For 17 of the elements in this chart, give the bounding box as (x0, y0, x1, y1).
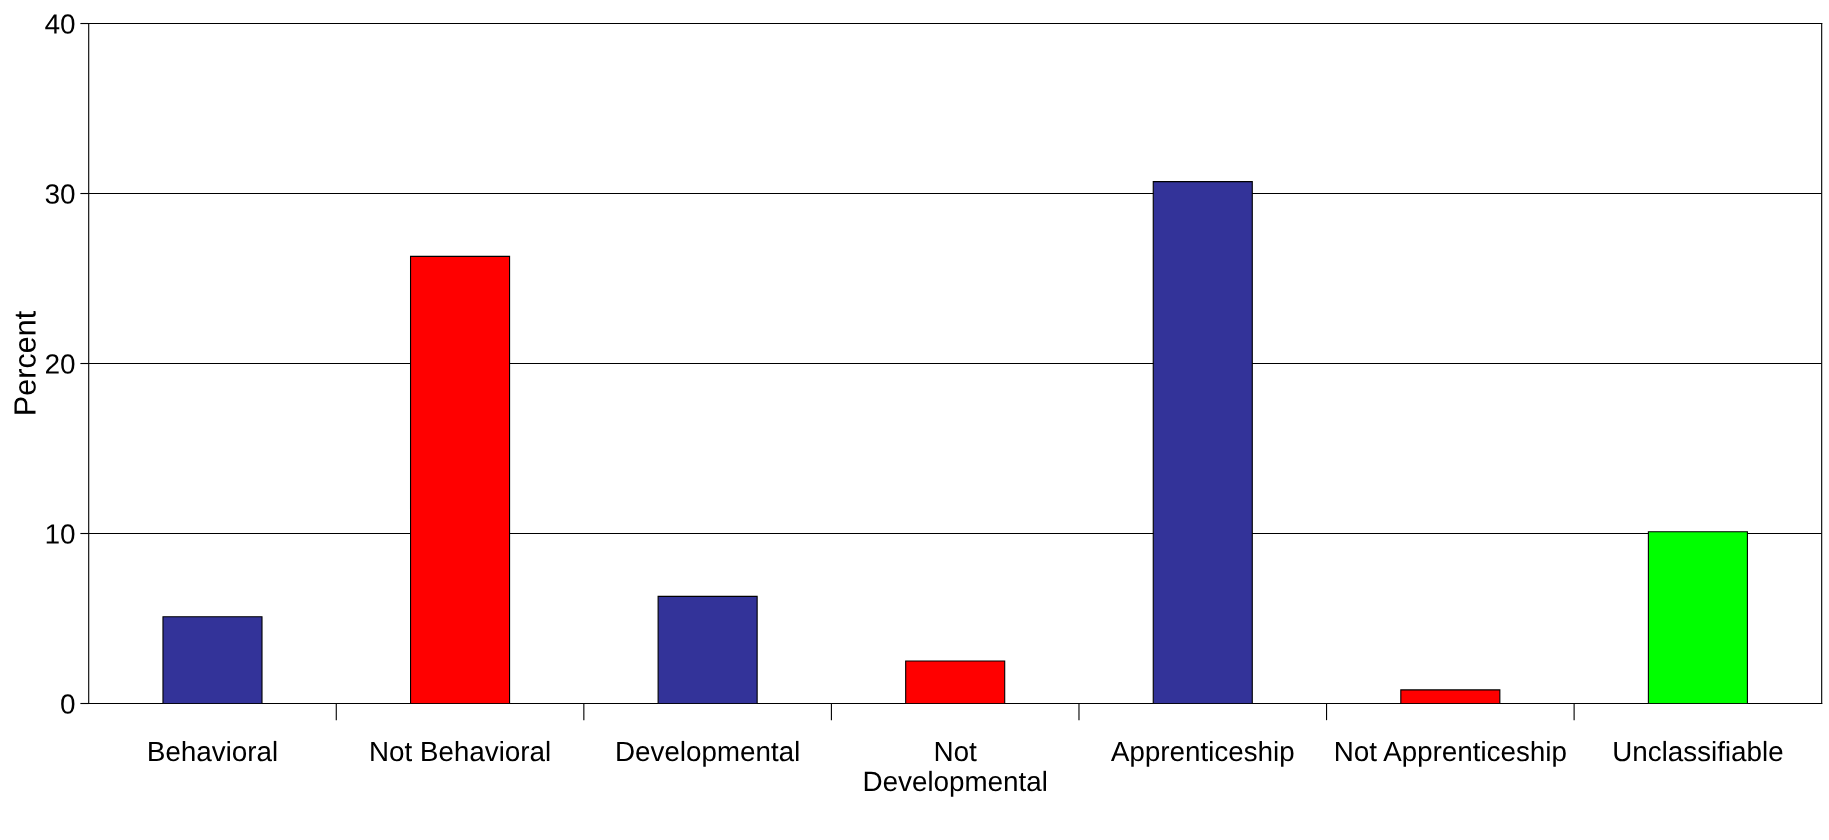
y-tick-label: 40 (45, 14, 75, 34)
x-tick-label: Not Developmental (864, 741, 1046, 797)
y-axis-title: Percent (14, 311, 36, 414)
y-tick-label: 0 (61, 694, 75, 714)
bar (657, 595, 758, 704)
x-tick-label: Unclassifiable (1614, 740, 1783, 762)
bar (1400, 689, 1501, 704)
bar (905, 660, 1006, 704)
bar (162, 616, 263, 704)
y-tick-label: 30 (45, 184, 75, 204)
y-tick-label: 20 (46, 354, 75, 374)
x-tick-label: Behavioral (149, 740, 277, 762)
x-tick-label: Not Behavioral (371, 740, 550, 762)
x-tick-label: Apprenticeship (1110, 740, 1294, 767)
x-tick-label: Developmental (617, 740, 799, 767)
x-tick-label: Not Apprenticeship (1336, 740, 1566, 767)
y-tick-label: 10 (46, 524, 75, 544)
